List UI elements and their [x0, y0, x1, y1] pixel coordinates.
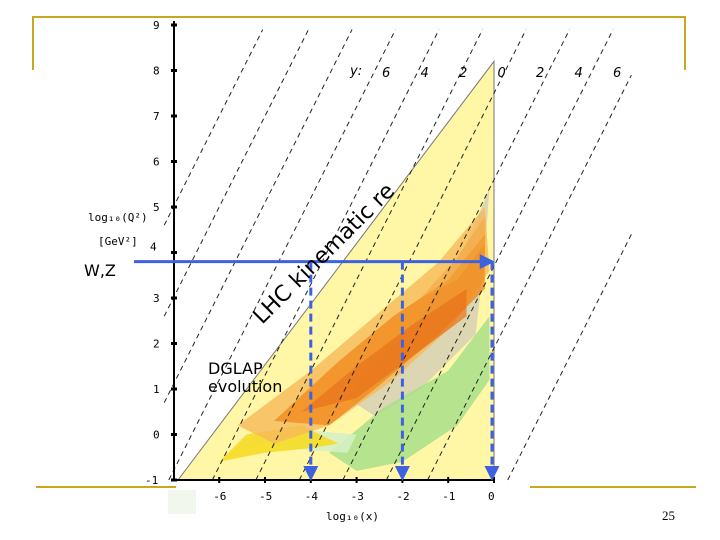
rapidity-label: 2 — [536, 66, 544, 81]
y-axis-unit: [GeV²] — [98, 235, 138, 248]
rapidity-label: 2 — [459, 66, 467, 81]
x-tick-label: -3 — [351, 490, 364, 503]
slide-decor-bottom-left — [36, 486, 176, 488]
rapidity-line-0 — [507, 234, 632, 481]
y-tick-label: -1 — [145, 474, 158, 487]
y-tick-label: 1 — [153, 383, 160, 396]
x-axis-title: log₁₀(x) — [326, 510, 379, 523]
rapidity-line-3 — [342, 29, 571, 481]
y-axis-title: log₁₀(Q²) — [88, 211, 148, 224]
x-tick-label: -1 — [442, 490, 455, 503]
rapidity-label: 6 — [613, 66, 621, 81]
dglap-label-line1: DGLAP — [208, 359, 263, 378]
y-tick-label: 5 — [153, 201, 160, 214]
green-coverage-blob — [329, 316, 490, 471]
y-tick-label: 8 — [153, 65, 160, 78]
x-tick-label: -4 — [305, 490, 319, 503]
y-tick-label: 4 — [150, 241, 157, 254]
page-number: 25 — [662, 508, 675, 523]
backdrop-tile — [168, 490, 196, 514]
slide-decor-bottom-right — [530, 486, 696, 488]
y-tick-label: 2 — [153, 338, 160, 351]
x-tick-label: 0 — [488, 490, 495, 503]
wz-label: W,Z — [84, 261, 116, 280]
rapidity-lines — [163, 29, 632, 481]
wz-drop-arrows — [303, 261, 500, 481]
x-axis-ticks: -6 -5 -4 -3 -2 -1 0 — [174, 477, 495, 503]
rapidity-line-8 — [163, 29, 353, 403]
rapidity-label: 4 — [575, 66, 583, 81]
rapidity-line-10 — [163, 29, 264, 226]
y-tick-label: 0 — [153, 429, 160, 442]
y-tick-label: 3 — [153, 292, 160, 305]
upper-orange-band — [420, 216, 485, 298]
y-tick-label: 9 — [153, 19, 160, 32]
slide-decor-right — [684, 16, 686, 70]
rapidity-label-row: 6 4 2 0 2 4 6 — [382, 66, 621, 81]
yellow-coverage-blob — [219, 425, 339, 462]
slide-decor-left — [32, 16, 34, 70]
x-tick-label: -5 — [259, 490, 272, 503]
rapidity-line-7 — [168, 29, 396, 481]
rapidity-line-9 — [163, 29, 309, 317]
rapidity-label: 6 — [382, 66, 390, 81]
experiment-coverage-layer — [219, 188, 490, 471]
rapidity-line-4 — [298, 29, 527, 481]
rapidity-line-6 — [211, 29, 440, 481]
dark-orange-core — [301, 288, 467, 412]
rapidity-line-2 — [385, 29, 614, 481]
rapidity-line-5 — [255, 29, 483, 481]
rapidity-line-1 — [427, 74, 632, 481]
rapidity-label: 0 — [498, 66, 506, 81]
rapidity-prefix-label: y: — [349, 64, 362, 79]
orange-coverage-light — [237, 207, 490, 444]
x-tick-label: -6 — [213, 490, 226, 503]
x-tick-label: -2 — [396, 490, 409, 503]
y-tick-label: 7 — [153, 110, 160, 123]
y-axis-ticks: 9 8 7 6 5 4 3 2 1 0 -1 — [145, 19, 177, 487]
dglap-label-line2: evolution — [208, 377, 282, 396]
orange-coverage-blob — [274, 234, 485, 426]
rapidity-label: 4 — [421, 66, 429, 81]
slide-decor-top — [32, 16, 684, 18]
y-tick-label: 6 — [153, 156, 160, 169]
